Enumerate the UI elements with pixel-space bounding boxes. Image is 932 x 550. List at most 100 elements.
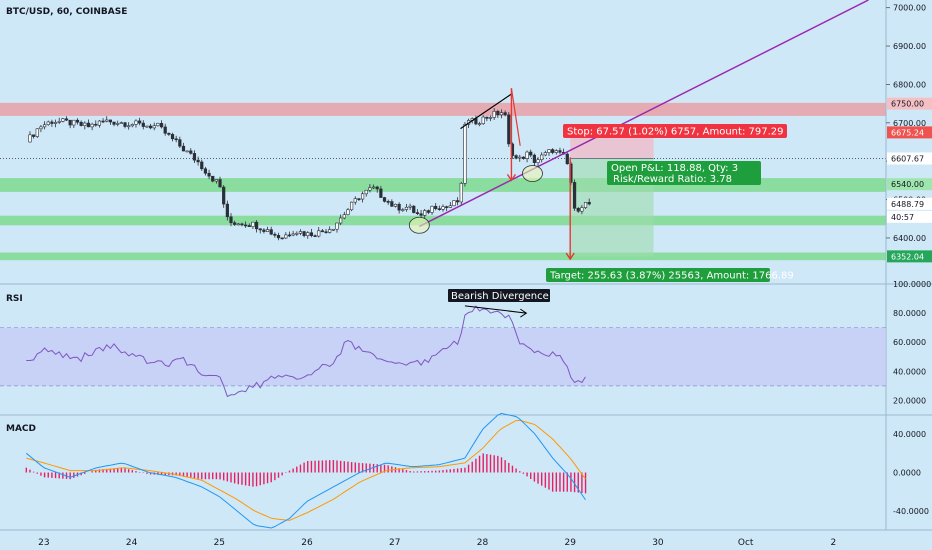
candle-body[interactable] [244, 224, 248, 227]
candle-body[interactable] [240, 223, 244, 226]
candle-body[interactable] [247, 225, 251, 227]
rsi-line[interactable] [26, 305, 586, 398]
candle-body[interactable] [207, 172, 211, 177]
candle-body[interactable] [430, 205, 434, 213]
candle-body[interactable] [50, 121, 54, 124]
candle-body[interactable] [426, 210, 430, 213]
candle-body[interactable] [317, 230, 321, 237]
candle-body[interactable] [83, 122, 87, 126]
candle-body[interactable] [116, 123, 120, 125]
candle-body[interactable] [298, 231, 303, 234]
candle-body[interactable] [39, 126, 43, 130]
candle-body[interactable] [225, 203, 229, 218]
candle-body[interactable] [397, 203, 401, 211]
candle-body[interactable] [335, 222, 339, 230]
candle-body[interactable] [211, 175, 215, 182]
candle-body[interactable] [360, 193, 365, 200]
candle-body[interactable] [108, 119, 112, 123]
candle-body[interactable] [364, 189, 368, 195]
candle-body[interactable] [112, 121, 116, 125]
candle-body[interactable] [152, 125, 156, 129]
candle-body[interactable] [28, 134, 32, 143]
candle-body[interactable] [101, 120, 105, 123]
candle-body[interactable] [342, 214, 346, 219]
candle-body[interactable] [79, 121, 83, 126]
candle-body[interactable] [412, 205, 416, 213]
target-label-box[interactable]: Target: 255.63 (3.87%) 25563, Amount: 17… [546, 268, 794, 282]
candle-body[interactable] [452, 200, 456, 207]
candle-body[interactable] [90, 123, 94, 128]
touch-circle-2[interactable] [522, 165, 543, 182]
candle-body[interactable] [554, 150, 558, 153]
candle-body[interactable] [477, 123, 482, 125]
candle-body[interactable] [251, 221, 255, 227]
candle-body[interactable] [262, 229, 266, 232]
candle-body[interactable] [382, 197, 387, 202]
candle-body[interactable] [97, 120, 102, 126]
candle-body[interactable] [233, 222, 237, 225]
candle-body[interactable] [507, 114, 511, 145]
candle-body[interactable] [328, 229, 332, 233]
candle-body[interactable] [134, 120, 138, 125]
candle-body[interactable] [492, 110, 496, 118]
candle-body[interactable] [514, 155, 518, 159]
candle-body[interactable] [437, 208, 441, 210]
candle-body[interactable] [375, 186, 379, 190]
candle-body[interactable] [236, 223, 240, 226]
candle-body[interactable] [181, 145, 186, 152]
candle-body[interactable] [551, 149, 555, 153]
candle-body[interactable] [192, 153, 197, 161]
macd-line[interactable] [25, 412, 586, 529]
candle-body[interactable] [178, 139, 182, 147]
candle-body[interactable] [75, 119, 80, 123]
stop-label-box[interactable]: Stop: 67.57 (1.02%) 6757, Amount: 797.29 [563, 124, 787, 138]
candle-body[interactable] [159, 123, 164, 128]
candle-body[interactable] [32, 134, 36, 137]
candle-body[interactable] [587, 202, 591, 205]
candle-body[interactable] [371, 186, 376, 189]
candle-body[interactable] [46, 121, 50, 126]
candle-body[interactable] [291, 233, 295, 236]
candle-body[interactable] [415, 212, 420, 214]
candle-body[interactable] [156, 123, 160, 127]
candle-body[interactable] [141, 122, 145, 127]
candle-body[interactable] [346, 209, 350, 215]
ascending-trendline[interactable] [418, 0, 869, 228]
candle-body[interactable] [64, 118, 69, 121]
candle-body[interactable] [441, 206, 445, 210]
candle-body[interactable] [390, 201, 394, 207]
signal-line[interactable] [26, 419, 586, 521]
candle-body[interactable] [525, 151, 529, 159]
candle-body[interactable] [35, 128, 39, 137]
candle-body[interactable] [222, 186, 226, 205]
candle-body[interactable] [163, 126, 167, 134]
candle-body[interactable] [401, 209, 405, 211]
candle-body[interactable] [540, 154, 544, 160]
candle-body[interactable] [309, 232, 314, 236]
candle-body[interactable] [499, 112, 504, 116]
candle-body[interactable] [339, 217, 343, 224]
candle-body[interactable] [529, 151, 533, 156]
candle-body[interactable] [448, 205, 452, 208]
candle-body[interactable] [357, 198, 361, 200]
candle-body[interactable] [189, 150, 193, 154]
candle-body[interactable] [583, 202, 588, 208]
candle-body[interactable] [57, 121, 61, 123]
candle-body[interactable] [463, 124, 467, 184]
candle-body[interactable] [138, 120, 142, 124]
candle-body[interactable] [350, 201, 354, 211]
price-higher-high-arrow[interactable] [460, 93, 512, 130]
candle-body[interactable] [353, 198, 357, 203]
candle-body[interactable] [258, 228, 262, 231]
macd-lines[interactable] [25, 412, 586, 529]
candle-body[interactable] [386, 201, 390, 203]
candle-body[interactable] [148, 125, 153, 129]
candle-body[interactable] [434, 205, 438, 209]
candle-body[interactable] [61, 118, 65, 122]
candle-body[interactable] [280, 237, 284, 240]
candle-body[interactable] [254, 221, 259, 230]
candle-body[interactable] [445, 206, 449, 208]
candle-body[interactable] [203, 168, 208, 174]
candle-body[interactable] [572, 182, 577, 209]
